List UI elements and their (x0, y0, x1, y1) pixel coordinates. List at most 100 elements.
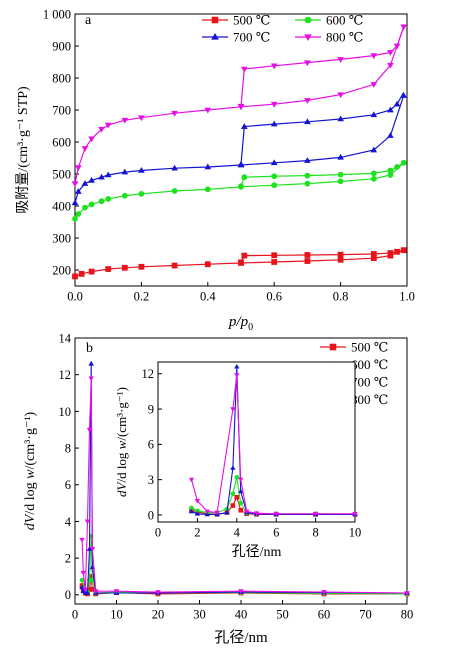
panel-b-x-tick-label: 70 (359, 608, 372, 622)
panel-a-y-axis-label: 吸附量/(cm³·g⁻¹ STP) (15, 86, 31, 214)
panel-a-data-point (387, 106, 394, 113)
panel-b-data-point (321, 590, 327, 595)
panel-a-data-point (121, 192, 128, 199)
panel-a-data-point (337, 57, 344, 63)
panel-b-data-point (92, 589, 99, 595)
panel-a-data-point (121, 264, 128, 271)
panel-a-data-point (337, 92, 344, 99)
inset-x-tick-label: 0 (155, 526, 161, 540)
panel-b-y-tick-label: 0 (65, 588, 71, 602)
panel-a-data-point (304, 258, 311, 264)
panel-a-tag: a (85, 13, 92, 28)
panel-a-data-point (271, 259, 278, 265)
panel-a-data-point (337, 153, 344, 160)
panel-a-data-point (98, 126, 105, 133)
panel-a-data-point (241, 252, 248, 259)
panel-b-legend-marker (329, 343, 337, 351)
panel-b-tag: b (86, 341, 93, 356)
panel-a-data-point (393, 43, 401, 50)
panel-b-x-tick-label: 30 (193, 608, 206, 622)
panel-a-legend-label: 600 ℃ (326, 13, 363, 28)
panel-a-data-point (238, 183, 244, 190)
panel-a-legend-marker (211, 33, 219, 40)
panel-a-data-point (171, 188, 178, 194)
inset-data-point (238, 488, 244, 494)
panel-b-data-point (155, 590, 161, 595)
panel-a-data-point (138, 115, 145, 122)
panel-b-legend-label: 500 ℃ (351, 340, 388, 355)
panel-a-data-point (304, 172, 311, 179)
inset-y-tick-label: 6 (148, 438, 154, 452)
inset-data-point (188, 508, 195, 514)
panel-a-data-point (337, 256, 344, 263)
panel-a-legend-label: 700 ℃ (233, 30, 270, 45)
inset-data-point (238, 500, 244, 506)
panel-a-data-point (138, 263, 145, 270)
panel-b-x-tick-label: 20 (152, 608, 165, 622)
panel-b-legend-label: 600 ℃ (351, 357, 388, 372)
inset-x-tick-label: 10 (349, 526, 362, 540)
panel-a-data-point (98, 198, 105, 205)
panel-b-data-point (84, 519, 91, 525)
panel-b-y-tick-label: 8 (65, 441, 71, 455)
panel-a-data-point (271, 252, 278, 259)
panel-a-isotherm-chart: 0.0 0.2 0.4 0.6 0.8 1.0 200 300 400 500 600 700 800 9… (15, 7, 415, 333)
inset-y-tick-label: 3 (148, 473, 154, 487)
inset-data-point (312, 511, 319, 517)
panel-a-legend-label: 800 ℃ (326, 30, 363, 45)
panel-a-data-point (304, 118, 311, 125)
panel-b-data-point (80, 570, 87, 576)
panel-a-data-point (370, 170, 377, 177)
panel-b-data-point (88, 574, 94, 579)
panel-a-data-point (171, 164, 178, 171)
inset-y-axis-label: dV/d log w/(cm³·g⁻¹) (114, 387, 129, 497)
panel-b-y-tick-label: 6 (65, 478, 71, 492)
panel-a-data-point (370, 146, 378, 153)
panel-a-data-point (237, 160, 245, 167)
panel-a-data-point (370, 53, 378, 60)
panel-a-data-point (204, 107, 212, 114)
inset-plot-frame (157, 361, 356, 523)
panel-a-data-point (337, 115, 344, 122)
panel-a-data-point (370, 82, 378, 88)
panel-a-data-point (387, 50, 394, 56)
panel-b-data-point (86, 546, 93, 551)
panel-a-data-point (98, 173, 105, 180)
panel-a-data-point (240, 123, 248, 129)
panel-a-data-point (370, 111, 378, 118)
panel-b-y-tick-label: 14 (59, 331, 72, 345)
panel-b-x-tick-label: 10 (110, 608, 123, 622)
panel-a-data-point (400, 24, 408, 31)
panel-a-data-point (88, 201, 95, 208)
panel-a-data-point (387, 172, 394, 178)
panel-b-data-point (84, 590, 91, 595)
panel-a-data-point (304, 98, 311, 104)
panel-a-data-point (400, 247, 407, 254)
panel-b-data-point (79, 537, 85, 543)
panel-a-x-tick-label: 1.0 (399, 290, 415, 304)
panel-a-data-point (138, 190, 145, 197)
panel-a-data-point (105, 266, 112, 272)
panel-a-data-point (88, 136, 95, 143)
panel-a-data-point (104, 122, 112, 129)
panel-a-data-point (237, 103, 245, 110)
panel-b-data-point (86, 427, 93, 433)
panel-b-x-tick-label: 0 (72, 608, 78, 622)
panel-a-data-point (304, 157, 311, 163)
panel-a-data-point (394, 248, 400, 255)
panel-a-data-point (88, 176, 95, 183)
panel-a-data-point (240, 66, 248, 73)
panel-a-data-point (304, 180, 311, 187)
inset-y-tick-label: 9 (148, 402, 154, 416)
panel-a-data-point (72, 215, 78, 222)
panel-b-data-point (87, 586, 92, 592)
inset-x-tick-label: 6 (273, 526, 279, 540)
panel-b-legend-label: 800 ℃ (351, 392, 388, 407)
panel-b-y-axis-label: dV/d log w/(cm³·g⁻¹) (23, 411, 38, 530)
inset-y-tick-label: 12 (142, 367, 155, 381)
panel-a-data-point (78, 270, 85, 277)
panel-a-data-point (82, 204, 88, 211)
inset-background (158, 362, 355, 522)
inset-data-point (234, 474, 240, 480)
